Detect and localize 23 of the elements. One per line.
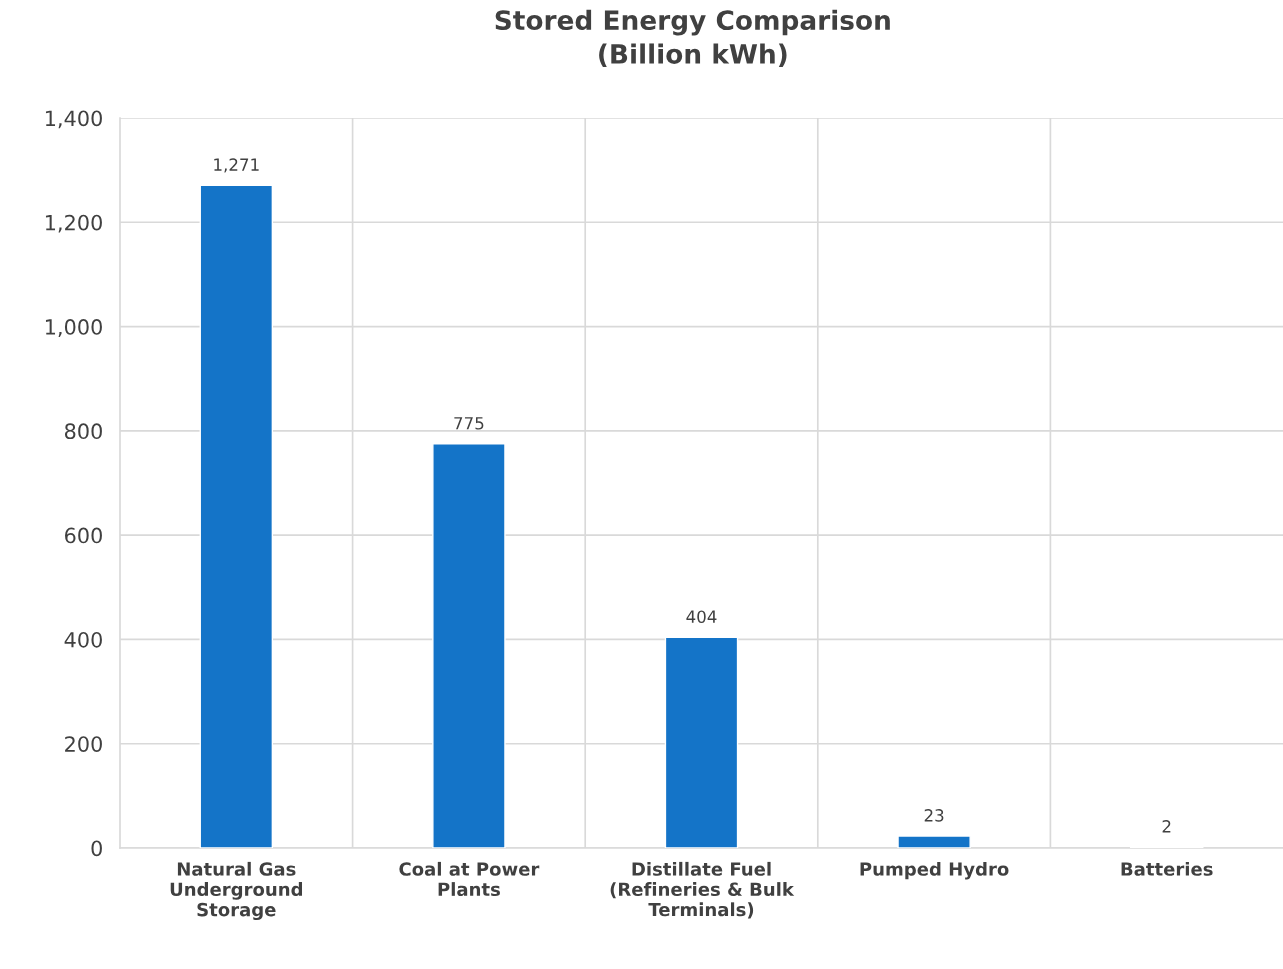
y-tick-label: 600 [65, 527, 102, 544]
y-tick-label: 1,000 [45, 319, 102, 337]
data-label: 2 [1162, 820, 1171, 833]
y-tick-label: 1,200 [45, 214, 102, 233]
data-label: 23 [924, 809, 944, 822]
y-tick-label: 0 [91, 840, 102, 857]
x-tick-label: Natural Gas Underground Storage [170, 861, 303, 921]
y-tick-label: 400 [64, 631, 102, 648]
x-tick-label: Pumped Hydro [860, 861, 1009, 880]
data-label: 1,271 [214, 158, 259, 173]
y-tick-label: 1,400 [45, 110, 102, 129]
bar [199, 184, 274, 848]
data-label: 775 [454, 417, 484, 430]
bar [432, 443, 506, 848]
y-tick-label: 800 [64, 423, 102, 440]
bar [664, 636, 739, 848]
chart-title: Stored Energy Comparison (Billion kWh) [495, 9, 890, 67]
bar [897, 835, 971, 848]
x-tick-label: Coal at Power Plants [399, 861, 540, 897]
y-tick-label: 200 [65, 736, 102, 752]
x-tick-label: Batteries [1121, 861, 1213, 876]
x-tick-label: Distillate Fuel (Refineries & Bulk Terminals) [610, 861, 795, 919]
data-label: 404 [686, 610, 717, 623]
